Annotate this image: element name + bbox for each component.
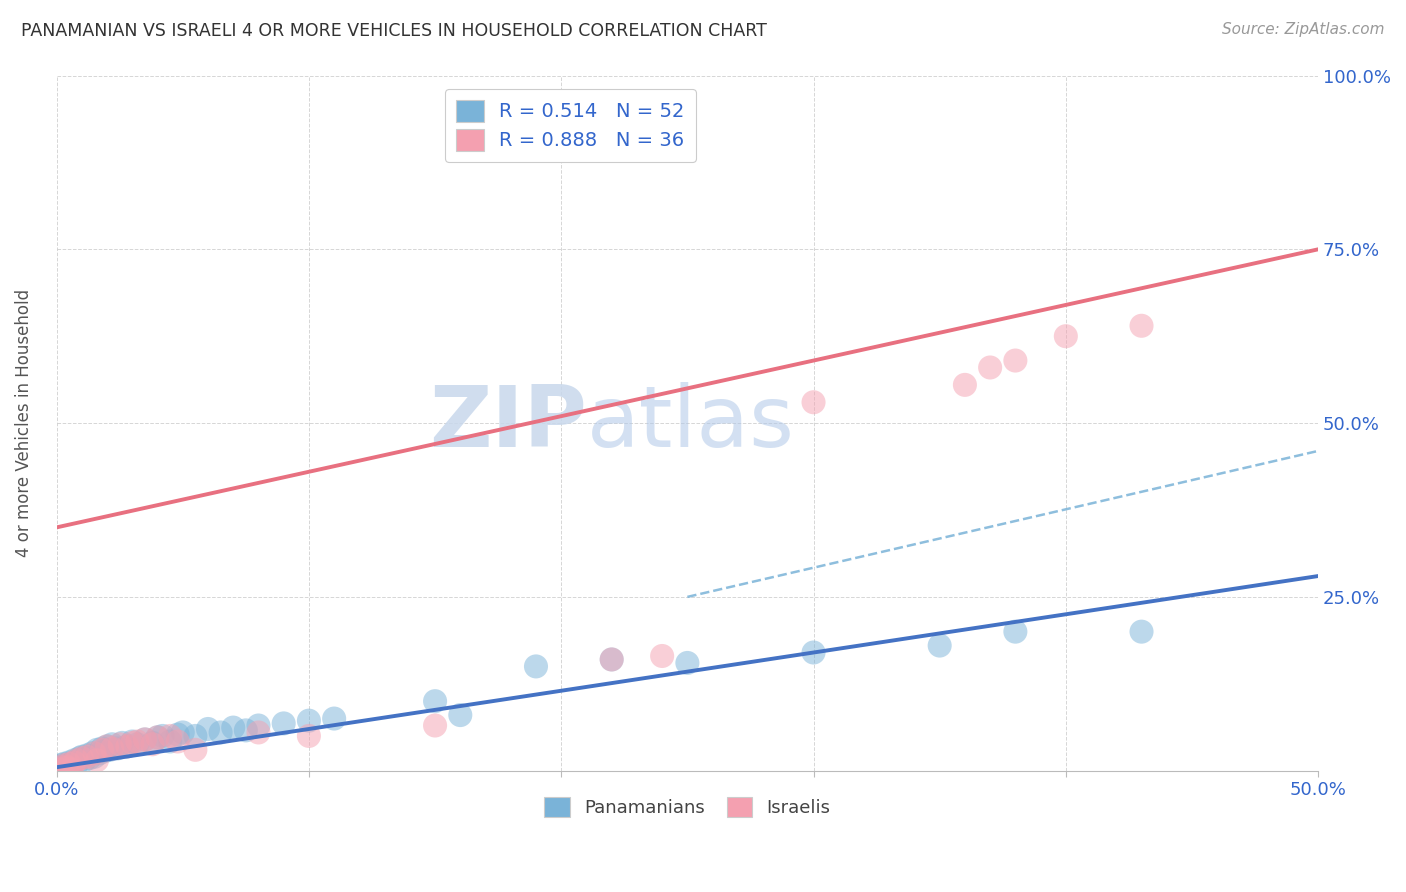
Point [1130, 624, 1153, 639]
Point [953, 377, 976, 392]
Point [70, 749, 93, 764]
Point [60, 762, 83, 776]
Point [159, 734, 181, 748]
Point [66, 753, 89, 767]
Text: Source: ZipAtlas.com: Source: ZipAtlas.com [1222, 22, 1385, 37]
Point [134, 732, 156, 747]
Point [676, 656, 699, 670]
Point [66, 756, 89, 771]
Point [651, 648, 673, 663]
Point [86, 753, 108, 767]
Point [166, 727, 188, 741]
Point [141, 737, 163, 751]
Point [51, 760, 73, 774]
Text: ZIP: ZIP [429, 382, 586, 465]
Point [76, 748, 98, 763]
Point [80, 747, 103, 761]
Point [247, 718, 270, 732]
Point [1054, 329, 1077, 343]
Point [91, 741, 114, 756]
Point [423, 718, 446, 732]
Point [524, 659, 547, 673]
Point [247, 725, 270, 739]
Point [98, 743, 121, 757]
Point [323, 712, 346, 726]
Point [48, 760, 70, 774]
Point [803, 646, 825, 660]
Point [298, 714, 321, 728]
Point [141, 736, 163, 750]
Point [166, 734, 188, 748]
Legend: Panamanians, Israelis: Panamanians, Israelis [537, 790, 838, 824]
Point [1004, 624, 1026, 639]
Point [108, 737, 131, 751]
Point [600, 652, 623, 666]
Point [146, 731, 169, 745]
Point [197, 722, 219, 736]
Point [70, 751, 93, 765]
Point [298, 729, 321, 743]
Point [1004, 353, 1026, 368]
Point [101, 737, 124, 751]
Point [928, 639, 950, 653]
Point [117, 739, 139, 754]
Point [222, 721, 245, 735]
Point [127, 734, 149, 748]
Point [235, 723, 257, 738]
Point [979, 360, 1001, 375]
Point [1130, 318, 1153, 333]
Point [73, 753, 96, 767]
Point [91, 743, 114, 757]
Point [93, 744, 115, 758]
Y-axis label: 4 or more Vehicles in Household: 4 or more Vehicles in Household [15, 289, 32, 558]
Point [600, 652, 623, 666]
Point [273, 716, 295, 731]
Point [53, 758, 76, 772]
Point [89, 747, 111, 761]
Point [209, 725, 232, 739]
Point [83, 747, 105, 761]
Point [58, 756, 80, 770]
Point [96, 739, 118, 754]
Point [146, 731, 169, 745]
Point [423, 694, 446, 708]
Point [803, 395, 825, 409]
Point [105, 741, 128, 756]
Point [76, 749, 98, 764]
Text: atlas: atlas [586, 382, 794, 465]
Point [96, 739, 118, 754]
Point [159, 729, 181, 743]
Point [184, 729, 207, 743]
Point [449, 708, 471, 723]
Point [117, 739, 139, 754]
Point [121, 736, 143, 750]
Point [111, 736, 134, 750]
Point [86, 743, 108, 757]
Point [60, 758, 83, 772]
Point [134, 732, 156, 747]
Point [152, 729, 174, 743]
Text: PANAMANIAN VS ISRAELI 4 OR MORE VEHICLES IN HOUSEHOLD CORRELATION CHART: PANAMANIAN VS ISRAELI 4 OR MORE VEHICLES… [21, 22, 766, 40]
Point [53, 756, 76, 771]
Point [127, 737, 149, 751]
Point [55, 760, 77, 774]
Point [172, 725, 194, 739]
Point [67, 751, 90, 765]
Point [51, 758, 73, 772]
Point [83, 749, 105, 764]
Point [184, 743, 207, 757]
Point [63, 756, 86, 770]
Point [101, 741, 124, 756]
Point [63, 753, 86, 767]
Point [58, 756, 80, 771]
Point [79, 751, 101, 765]
Point [55, 760, 77, 774]
Point [121, 734, 143, 748]
Point [48, 762, 70, 776]
